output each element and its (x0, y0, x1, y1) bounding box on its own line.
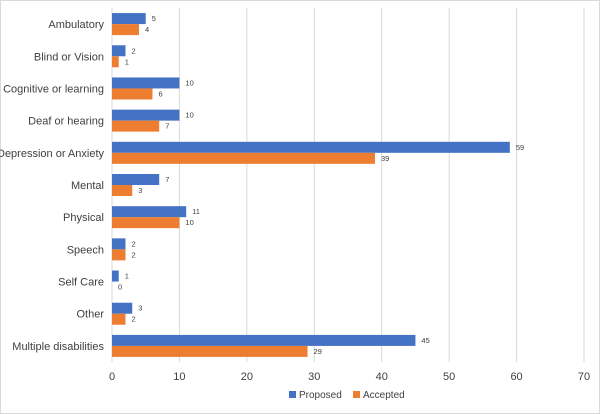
legend-label: Proposed (299, 390, 342, 401)
data-label: 0 (118, 283, 122, 292)
bar-accepted (112, 152, 375, 164)
bar-accepted (112, 313, 126, 325)
data-label: 59 (516, 143, 524, 152)
category-label: Other (76, 309, 104, 321)
data-label: 11 (192, 207, 200, 216)
gridlines (111, 8, 585, 362)
bar-accepted (112, 56, 119, 68)
data-label: 3 (138, 186, 142, 195)
x-tick-label: 20 (241, 371, 253, 383)
bar-proposed (112, 109, 180, 121)
bar-proposed (112, 77, 180, 89)
data-label: 10 (185, 78, 193, 87)
data-label: 6 (158, 89, 162, 98)
data-label: 7 (165, 122, 169, 131)
bar-proposed (112, 174, 160, 185)
x-tick-label: 0 (109, 371, 115, 383)
category-label: Physical (63, 212, 104, 224)
data-label: 3 (138, 304, 142, 313)
data-label: 5 (152, 14, 156, 23)
data-label: 2 (131, 239, 135, 248)
bar-accepted (112, 217, 180, 229)
bar-proposed (112, 45, 126, 57)
category-label: Cognitive or learning (3, 83, 104, 95)
x-tick-label: 40 (376, 371, 388, 383)
legend-swatch-proposed (289, 391, 296, 398)
x-tick-label: 50 (443, 371, 455, 383)
bar-proposed (112, 302, 133, 314)
data-label: 10 (185, 218, 193, 227)
category-label: Ambulatory (48, 19, 104, 31)
category-label: Blind or Vision (34, 51, 104, 63)
legend: Proposed Accepted (289, 390, 405, 401)
bar-proposed (112, 206, 187, 218)
category-label: Self Care (58, 277, 104, 289)
x-tick-label: 30 (308, 371, 320, 383)
data-label: 1 (125, 57, 129, 66)
bar-accepted (112, 120, 160, 132)
x-tick-label: 60 (510, 371, 522, 383)
category-label: Depression or Anxiety (0, 148, 104, 160)
legend-swatch-accepted (353, 391, 360, 398)
bar-proposed (112, 334, 416, 346)
data-label: 10 (185, 111, 193, 120)
category-label: Mental (71, 180, 104, 192)
data-label: 39 (381, 154, 389, 163)
bar-accepted (112, 249, 126, 261)
category-label: Deaf or hearing (28, 116, 104, 128)
data-label: 2 (131, 250, 135, 259)
data-label: 1 (125, 272, 129, 281)
category-label: Speech (67, 244, 104, 256)
bar-accepted (112, 345, 308, 357)
data-label: 4 (145, 25, 149, 34)
bar-proposed (112, 270, 119, 282)
bar-accepted (112, 88, 153, 100)
bar-proposed (112, 141, 510, 153)
category-label: Multiple disabilities (12, 341, 104, 353)
legend-label: Accepted (363, 390, 405, 401)
bars (112, 13, 510, 357)
data-label: 2 (131, 46, 135, 55)
bar-proposed (112, 238, 126, 250)
x-tick-label: 70 (578, 371, 590, 383)
x-tick-label: 10 (173, 371, 185, 383)
bar-proposed (112, 13, 146, 25)
bar-accepted (112, 185, 133, 196)
data-label: 29 (314, 347, 322, 356)
data-label: 2 (131, 315, 135, 324)
bar-accepted (112, 24, 139, 36)
data-label: 7 (165, 175, 169, 184)
data-label: 45 (421, 336, 429, 345)
